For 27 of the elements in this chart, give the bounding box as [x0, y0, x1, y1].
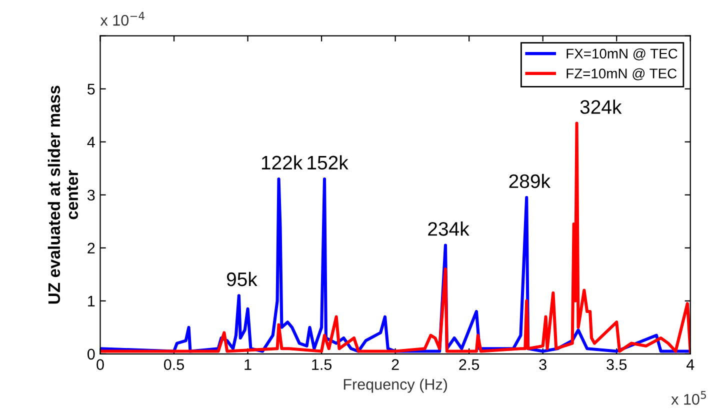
- annotation: 95k: [226, 272, 258, 286]
- annotation: 122k: [262, 155, 303, 170]
- x-axis-title: Frequency (Hz): [344, 378, 448, 393]
- x-tick-label: 2.5: [459, 359, 480, 370]
- y-tick-label: 5: [88, 84, 95, 95]
- x-tick-label: 2: [392, 359, 399, 370]
- x-tick-label: 1.5: [312, 359, 332, 370]
- y-tick-label: 4: [87, 136, 95, 148]
- x-tick-label: 0.5: [164, 359, 184, 370]
- text: x 10$^{5}$: [671, 390, 706, 405]
- annotation: 289k: [509, 174, 551, 188]
- y-tick-label: 0: [87, 348, 95, 360]
- legend-label: FZ=10mN @ TEC: [566, 68, 677, 80]
- legend-label: FX=10mN @ TEC: [566, 48, 678, 60]
- x-tick-label: 4: [686, 359, 694, 370]
- annotation: 152k: [308, 155, 348, 170]
- x-tick-label: 3.5: [606, 359, 627, 370]
- annotation: 324k: [580, 100, 622, 114]
- y-tick-label: 2: [88, 242, 95, 254]
- x-tick-label: 0: [96, 359, 104, 370]
- y-tick-label: 1: [88, 296, 95, 306]
- annotation: 234k: [428, 222, 470, 236]
- x-tick-label: 1: [244, 359, 252, 370]
- y-axis-title: UZ evaluated at slider mass center: [48, 86, 78, 304]
- text: x 10$^{−4}$: [100, 12, 144, 26]
- x-tick-label: 3: [539, 359, 546, 370]
- y-tick-label: 3: [87, 190, 95, 201]
